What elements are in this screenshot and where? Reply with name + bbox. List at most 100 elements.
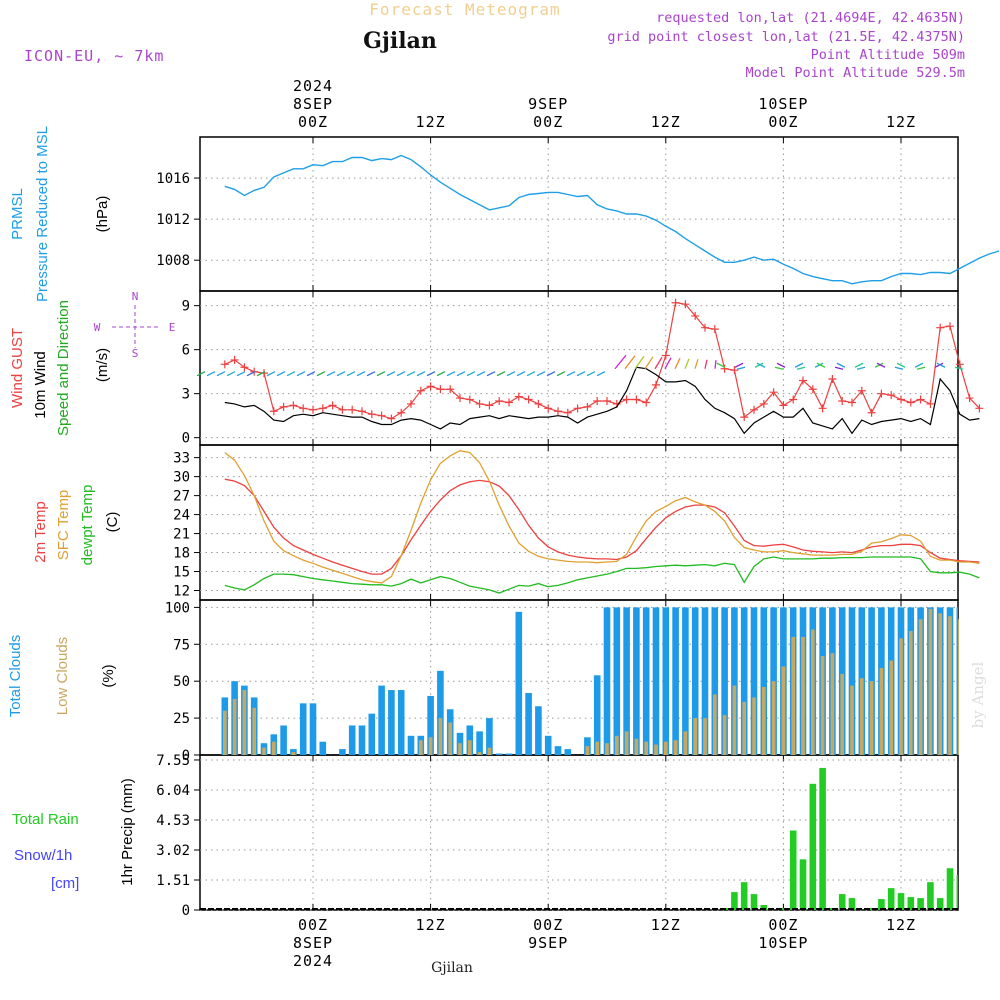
low-clouds-bar: [742, 701, 746, 755]
requested-coords: requested lon,lat (21.4694E, 42.4635N): [656, 10, 965, 26]
wind-direction-arrow: [476, 371, 486, 377]
gust-marker: [583, 402, 592, 411]
rain-bar: [907, 897, 915, 910]
low-clouds-bar: [850, 685, 854, 755]
total-clouds-bar: [701, 607, 709, 755]
total-clouds-bar: [740, 607, 748, 755]
gust-marker: [397, 408, 406, 417]
wind-direction-arrow: [336, 371, 346, 377]
y-tick-label: 25: [173, 711, 190, 727]
wind-direction-arrow: [816, 362, 826, 368]
rain-bar: [750, 894, 758, 910]
total-clouds-bar: [603, 607, 611, 755]
total-clouds-bar: [760, 607, 768, 755]
snow-label: Snow/1h: [14, 847, 72, 864]
wind-direction-arrow: [366, 371, 376, 377]
wind-direction-arrow: [466, 371, 476, 377]
wind-direction-arrow: [894, 366, 904, 370]
low-clouds-bar: [781, 666, 786, 755]
sfc-temp-line: [224, 450, 980, 584]
gust-marker: [936, 323, 945, 332]
gust-marker: [818, 404, 827, 413]
y-tick-label: 1008: [156, 253, 190, 269]
rain-bar: [868, 908, 875, 910]
gust-marker: [426, 382, 435, 391]
wind-direction-arrow: [406, 371, 416, 377]
gust-marker: [524, 395, 533, 404]
wind-direction-arrow: [654, 356, 663, 370]
gust-marker: [681, 300, 690, 309]
wind-direction-arrow: [776, 362, 786, 368]
gust-marker: [887, 391, 896, 400]
y-tick-label: 100: [165, 600, 190, 616]
gust-marker: [358, 407, 366, 416]
gust-marker: [955, 360, 964, 369]
gust-marker: [750, 405, 758, 414]
low-clouds-bar: [879, 667, 884, 755]
gust-marker: [309, 405, 317, 414]
low-clouds-bar: [889, 660, 893, 755]
wind-direction-arrow: [634, 355, 645, 370]
low-clouds-bar: [291, 752, 296, 755]
gust-marker: [573, 404, 582, 413]
y-tick-label: 1012: [156, 212, 190, 228]
gust-marker: [289, 401, 298, 410]
wind-direction-arrow: [596, 371, 606, 377]
low-clouds-bar: [918, 619, 923, 755]
total-clouds-bar: [407, 735, 415, 755]
gust-marker: [593, 397, 602, 405]
total-clouds-bar: [486, 718, 493, 755]
model-altitude: Model Point Altitude 529.5m: [746, 65, 965, 81]
pressure-line: [224, 154, 1000, 285]
compass-w: W: [94, 321, 101, 334]
low-clouds-bar: [928, 608, 933, 755]
wind-direction-arrow: [856, 366, 866, 370]
total-clouds-bar: [535, 706, 542, 755]
y-tick-label: 4.53: [156, 813, 190, 829]
time-label-bottom: 12Z: [886, 916, 916, 934]
y-tick-label: 0: [182, 903, 190, 919]
low-clouds-bar: [605, 743, 609, 755]
point-altitude: Point Altitude 509m: [811, 47, 965, 63]
total-clouds-bar: [515, 611, 523, 755]
time-label-top: 8SEP: [293, 95, 333, 113]
low-clouds-bar: [860, 678, 864, 755]
low-clouds-bar: [634, 738, 639, 755]
pressure-label: Pressure Reduced to MSL: [34, 126, 51, 302]
low-clouds-bar: [664, 741, 668, 755]
total-clouds-bar: [642, 607, 650, 755]
wind-direction-arrow: [566, 371, 576, 377]
wind-direction-arrow: [296, 371, 306, 377]
total-clouds-bar: [388, 690, 395, 755]
temp2m-line: [224, 478, 980, 575]
panel-pressure: 1008 1012 1016: [156, 136, 959, 292]
temp2m-label: 2m Temp: [32, 501, 49, 562]
wind-direction-arrow: [586, 371, 596, 377]
wind-direction-arrow: [206, 371, 216, 377]
wind-direction-arrow: [916, 366, 926, 370]
gust-marker: [857, 386, 866, 395]
gust-line: [224, 302, 980, 420]
wind-direction-arrow: [486, 371, 496, 377]
gust-marker: [269, 407, 278, 416]
total-clouds-bar: [848, 607, 856, 755]
gust-marker: [240, 363, 249, 372]
wind-direction-arrow: [276, 371, 286, 377]
gust-marker: [838, 397, 847, 405]
low-clouds-bar: [703, 718, 707, 755]
gust-marker: [230, 355, 239, 364]
gust-marker: [416, 386, 425, 395]
wind-direction-arrow: [674, 357, 681, 370]
total-clouds-bar: [378, 685, 385, 755]
gust-marker: [367, 410, 376, 419]
wind-direction-arrow: [256, 371, 266, 377]
wind-direction-arrow: [814, 362, 824, 368]
gust-marker: [485, 401, 494, 410]
wind-direction-arrow: [556, 371, 566, 377]
wind-direction-arrow: [854, 362, 864, 368]
pressure-label: PRMSL: [9, 188, 26, 240]
rain-bar: [731, 892, 738, 910]
compass-n: N: [132, 290, 139, 303]
dewpt-label: dewpt Temp: [79, 485, 96, 566]
